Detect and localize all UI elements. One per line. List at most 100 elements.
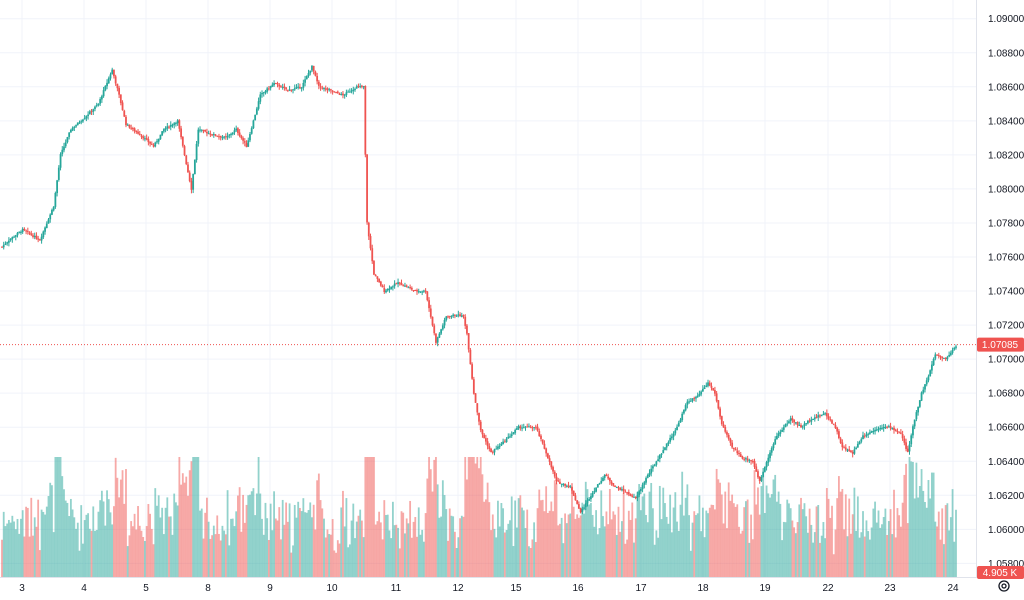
volume-bar — [529, 547, 532, 577]
candle-body — [428, 300, 430, 309]
volume-bar — [336, 540, 339, 577]
date-tick-label: 10 — [326, 583, 338, 594]
volume-bar — [848, 498, 851, 577]
candle-body — [503, 441, 506, 443]
volume-bar — [433, 459, 436, 577]
volume-bar — [131, 526, 134, 577]
candle-body — [906, 448, 909, 452]
candle-body — [934, 354, 937, 359]
volume-bar — [268, 540, 270, 577]
volume-bar — [767, 493, 770, 577]
date-axis[interactable]: 3 4 5 8 9 10 11 12 15 16 17 18 19 22 23 24 — [19, 583, 959, 594]
volume-bar — [887, 521, 890, 577]
candle-body — [13, 236, 15, 238]
candle-body — [881, 427, 883, 429]
volume-bar — [7, 519, 10, 577]
candle-body — [171, 124, 174, 126]
candle-body — [366, 154, 368, 223]
volume-bar — [235, 511, 238, 577]
volume-bar — [724, 491, 727, 577]
candle-body — [607, 476, 610, 479]
volume-bar — [497, 500, 499, 577]
candle-body — [583, 507, 585, 509]
candle-body — [863, 435, 866, 437]
candle-body — [304, 79, 306, 83]
price-axis[interactable]: 1.09000 1.08800 1.08600 1.08400 1.08200 1.080… — [988, 14, 1024, 570]
volume-bar — [68, 516, 71, 577]
volume-label: 4.905 K — [977, 566, 1024, 579]
candle-body — [181, 136, 184, 146]
candle-body — [684, 405, 687, 411]
volume-bar — [92, 506, 95, 577]
candle-body — [242, 138, 244, 141]
candle-body — [398, 282, 401, 284]
volume-bar — [348, 544, 351, 577]
volume-bar — [865, 520, 868, 577]
candle-body — [491, 451, 494, 453]
volume-bar — [607, 524, 610, 577]
volume-bar — [273, 491, 275, 577]
volume-bar — [936, 526, 938, 577]
candles — [1, 65, 957, 515]
volume-bar — [534, 542, 537, 577]
volume-bar — [252, 488, 255, 577]
volume-bar — [825, 488, 828, 577]
candle-body — [32, 235, 34, 237]
volume-bar — [615, 534, 618, 577]
volume-bar — [664, 503, 666, 577]
volume-bar — [183, 482, 186, 577]
candle-body — [791, 418, 794, 421]
date-tick-label: 19 — [759, 583, 771, 594]
candle-body — [829, 419, 832, 421]
volume-bar — [817, 505, 820, 577]
volume-bar — [245, 504, 248, 577]
volume-bar — [769, 497, 771, 577]
volume-bar — [35, 526, 38, 577]
volume-bar — [280, 539, 282, 577]
volume-bar — [486, 482, 489, 577]
volume-bar — [875, 522, 878, 577]
volume-bar — [543, 511, 546, 577]
volume-bar — [870, 527, 873, 577]
candle-body — [452, 314, 455, 317]
volume-bar — [97, 511, 100, 577]
volume-bar — [228, 545, 231, 577]
candle-body — [884, 426, 887, 428]
volume-bar — [903, 474, 906, 577]
candle-body — [577, 504, 580, 509]
candle-body — [347, 91, 350, 93]
volume-bar — [753, 470, 756, 577]
candle-body — [676, 426, 678, 431]
candle-body — [161, 131, 164, 136]
volume-bar — [111, 524, 114, 577]
volume-bar — [813, 532, 816, 577]
candle-body — [743, 458, 746, 460]
volume-bar — [305, 512, 308, 577]
volume-bar — [80, 505, 83, 577]
price-tick-label: 1.08000 — [988, 184, 1024, 195]
volume-bar — [708, 507, 711, 577]
volume-bar — [603, 526, 606, 577]
volume-bar — [674, 492, 677, 577]
volume-bar — [621, 521, 623, 577]
candle-body — [102, 90, 105, 97]
candle-body — [844, 447, 847, 450]
volume-bar — [863, 536, 866, 577]
volume-bar — [231, 518, 234, 577]
volume-bar — [881, 524, 883, 577]
candle-body — [321, 87, 324, 89]
volume-bar — [94, 530, 96, 577]
candle-body — [30, 233, 33, 236]
candle-body — [622, 488, 625, 492]
volume-bar — [416, 536, 418, 577]
candle-body — [836, 427, 839, 432]
candle-body — [63, 146, 65, 151]
volume-bar — [71, 509, 74, 577]
volume-bar — [788, 503, 790, 577]
volume-bar — [593, 526, 596, 577]
candle-body — [522, 427, 525, 429]
candle-body — [106, 82, 108, 87]
settings-gear-icon[interactable] — [996, 578, 1012, 594]
